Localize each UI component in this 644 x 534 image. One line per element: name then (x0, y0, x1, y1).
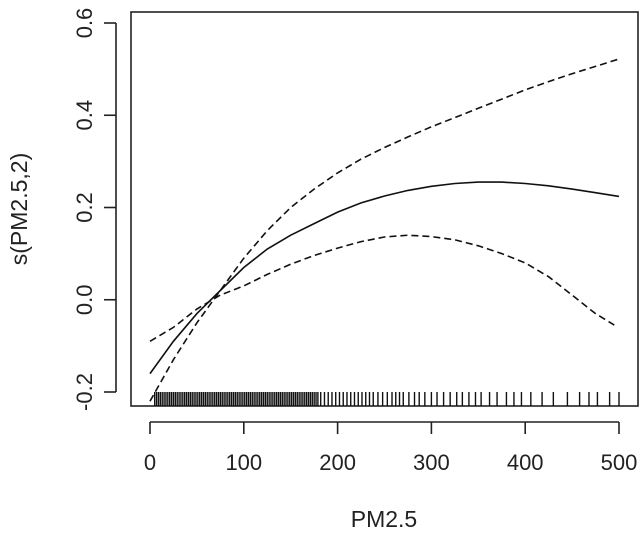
y-axis: -0.2 0.0 0.2 0.4 0.6 (72, 8, 117, 411)
x-tick-label: 200 (319, 450, 356, 475)
curves-layer (149, 58, 620, 402)
fit-curve (149, 181, 620, 375)
y-tick-label: -0.2 (72, 373, 97, 411)
x-tick-label: 300 (413, 450, 450, 475)
y-tick-label: 0.2 (72, 192, 97, 223)
x-tick-label: 0 (144, 450, 156, 475)
y-tick-label: 0.6 (72, 8, 97, 39)
y-tick-label: 0.0 (72, 285, 97, 316)
confidence-band-curve-2 (149, 234, 615, 342)
x-axis: 0 100 200 300 400 500 (144, 421, 638, 475)
x-tick-label: 400 (507, 450, 544, 475)
confidence-band-curve-1 (149, 58, 620, 402)
x-tick-label: 100 (225, 450, 262, 475)
x-tick-label: 500 (601, 450, 638, 475)
x-axis-title: PM2.5 (351, 506, 417, 532)
y-axis-title: s(PM2.5,2) (6, 153, 32, 265)
rug-layer (153, 392, 620, 406)
plot-frame (130, 11, 639, 407)
y-tick-label: 0.4 (72, 100, 97, 131)
